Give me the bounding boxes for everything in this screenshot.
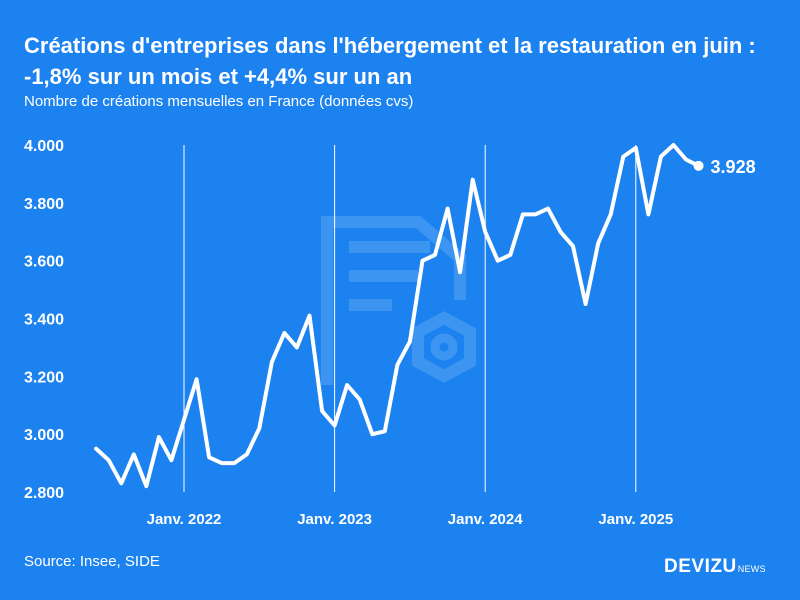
- chart-subtitle: Nombre de créations mensuelles en France…: [24, 93, 414, 110]
- chart-title: Créations d'entreprises dans l'hébergeme…: [24, 33, 756, 89]
- logo-sub-text: NEWS: [737, 564, 766, 574]
- x-tick-label: Janv. 2023: [297, 511, 372, 528]
- x-tick-label: Janv. 2022: [147, 511, 222, 528]
- y-tick-label: 3.000: [24, 427, 64, 444]
- vertical-gridlines: [183, 145, 637, 492]
- y-tick-label: 2.800: [24, 485, 64, 502]
- x-tick-label: Janv. 2025: [598, 511, 673, 528]
- logo-main-text: DEVIZU: [664, 556, 737, 577]
- y-tick-label: 3.800: [24, 196, 64, 213]
- last-value-label: 3.928: [711, 157, 756, 177]
- y-axis-ticks: 4.000 3.800 3.600 3.400 3.200 3.000 2.800: [24, 138, 64, 502]
- series-line: [94, 143, 701, 489]
- y-tick-label: 3.400: [24, 312, 64, 329]
- y-tick-label: 3.600: [24, 254, 64, 271]
- last-data-point: [693, 160, 704, 171]
- brand-logo: DEVIZU NEWS: [664, 556, 766, 578]
- x-axis-ticks: Janv. 2022 Janv. 2023 Janv. 2024 Janv. 2025: [147, 511, 674, 528]
- source-note: Source: Insee, SIDE: [24, 553, 160, 570]
- x-tick-label: Janv. 2024: [448, 511, 523, 528]
- y-tick-label: 4.000: [24, 138, 64, 155]
- y-tick-label: 3.200: [24, 369, 64, 386]
